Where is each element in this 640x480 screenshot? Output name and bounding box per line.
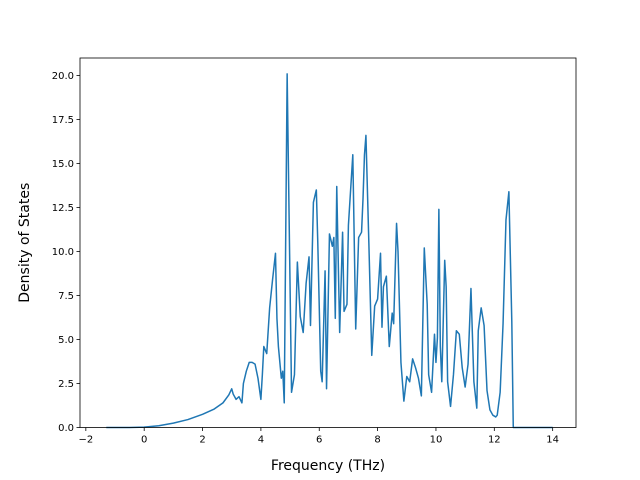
y-tick-label: 5.0 [58,335,74,346]
y-tick-label: 12.5 [52,203,74,214]
y-tick-label: 10.0 [52,247,74,258]
x-tick-label: 8 [374,435,380,446]
y-tick-label: 2.5 [58,379,74,390]
x-tick-label: 10 [430,435,443,446]
x-tick-label: 6 [316,435,322,446]
series-line [106,73,553,429]
x-tick-label: 2 [199,435,205,446]
x-tick-label: 12 [488,435,501,446]
y-tick-label: 20.0 [52,71,74,82]
y-tick-label: 17.5 [52,115,74,126]
y-tick-label: 0.0 [58,423,74,434]
x-axis-ticks: −2 0 2 4 6 8 10 12 14 [78,427,559,446]
x-axis-label: Frequency (THz) [271,458,385,474]
x-tick-label: 4 [258,435,264,446]
x-tick-label: 0 [141,435,147,446]
y-tick-label: 7.5 [58,291,74,302]
y-axis-ticks: 0.0 2.5 5.0 7.5 10.0 12.5 15.0 17.5 20.0 [52,71,80,434]
x-tick-label: 14 [546,435,559,446]
plot-frame [79,57,577,428]
y-axis-label: Density of States [17,183,33,303]
y-tick-label: 15.0 [52,159,74,170]
x-tick-label: −2 [78,435,93,446]
